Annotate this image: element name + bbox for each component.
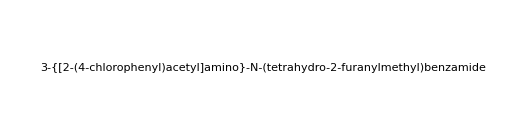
Text: 3-{[2-(4-chlorophenyl)acetyl]amino}-N-(tetrahydro-2-furanylmethyl)benzamide: 3-{[2-(4-chlorophenyl)acetyl]amino}-N-(t…: [41, 63, 486, 73]
